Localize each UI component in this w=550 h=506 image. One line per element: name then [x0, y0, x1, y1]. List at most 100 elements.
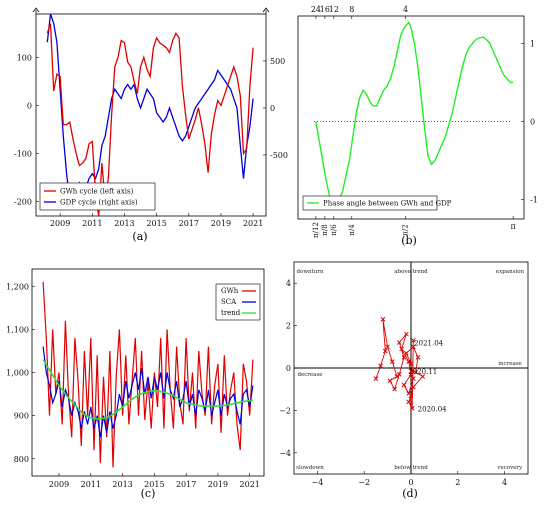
panel-d-x-tick-label: 4: [502, 478, 507, 487]
panel-d-quadrant-label: expansion: [496, 269, 525, 275]
panel-d-point-marker: [408, 361, 414, 367]
panel-d-point-marker: [392, 386, 397, 392]
panel-b-y-tick-label: -1: [530, 195, 538, 204]
panel-d-y-tick-label: −2: [279, 406, 291, 415]
panel-d-ticks: −4 −2 0 2 4 −4 −2 0 2 4: [279, 279, 507, 487]
panel-d-point-marker: [378, 363, 383, 369]
panel-d-y-tick-label: 4: [286, 279, 291, 288]
panel-a-x-tick-label: 2019: [211, 219, 231, 228]
panel-c-x-tick-label: 2021: [240, 480, 260, 489]
panel-d-point-marker: [382, 348, 388, 354]
panel-b-top-tick-label: 16: [320, 5, 330, 14]
panel-d-point-marker: [413, 369, 419, 375]
panel-c-legend: GWh SCA trend: [215, 283, 261, 321]
panel-d-x-tick-label: 2: [455, 478, 460, 487]
panel-b-series: [315, 20, 513, 205]
panel-d-x-tick-label: −2: [358, 478, 370, 487]
panel-a-left-axis-arrow: [32, 7, 40, 14]
panel-d-annotations: 2021.04 2020.11 2020.04: [408, 340, 447, 414]
panel-c-y-tick-label: 1,000: [6, 369, 29, 378]
panel-a-label: (a): [132, 230, 147, 243]
panel-c-series: [42, 281, 254, 468]
panel-b-x-tick-label: π/8: [321, 224, 329, 235]
panel-b-x-tick-label: π/6: [330, 224, 338, 236]
panel-b-x-tick-label: π/4: [348, 224, 356, 236]
panel-d-quadrant-label: below trend: [394, 465, 428, 471]
panel-d-y-tick-label: 2: [286, 322, 291, 331]
panel-a-right-tick-label: -500: [270, 151, 288, 160]
panel-a-series-gwh-line: [46, 23, 254, 216]
panel-d-point-marker: [401, 382, 407, 388]
panel-b-top-tick-label: 8: [349, 5, 354, 14]
panel-d-point-marker: [403, 350, 409, 356]
panel-a-x-tick-label: 2021: [243, 219, 263, 228]
panel-d-point-marker: [401, 355, 407, 360]
panel-d-point-marker: [399, 346, 404, 352]
panel-b-top-tick-label: 4: [403, 5, 408, 14]
panel-d-point-marker: [409, 405, 415, 411]
panel-d-quadrant-label: decrease: [297, 372, 322, 378]
panel-d-y-tick-label: −4: [279, 449, 291, 458]
panel-d-point-marker: [380, 316, 386, 322]
panel-d-quadrant-label: increase: [498, 361, 522, 367]
panel-c-series-trend-line: [42, 359, 253, 420]
panel-d-x-tick-label: −4: [312, 478, 324, 487]
panel-a-left-tick-label: -100: [14, 149, 32, 158]
panel-c-y-tick-label: 800: [14, 455, 29, 464]
panel-c-y-tick-label: 900: [14, 412, 29, 421]
panel-b-top-tick-label: 24: [311, 5, 321, 14]
panel-d-point-marker: [415, 355, 421, 360]
panel-c-x-tick-label: 2017: [176, 480, 196, 489]
panel-d-point-marker: [420, 374, 426, 379]
panel-d-point-marker: [389, 359, 395, 364]
panel-b-top-tick-label: 12: [329, 5, 339, 14]
panel-b-y-tick-label: 0: [530, 117, 535, 126]
panel-d-x-tick-label: 0: [408, 478, 413, 487]
panel-d-quadrant-label: downturn: [296, 269, 323, 275]
panel-b-legend: Phase angle between GWh and GDP: [302, 195, 452, 211]
panel-c-x-tick-label: 2011: [81, 480, 101, 489]
panel-a-legend-label-gdp: GDP cycle (right axis): [60, 199, 138, 207]
panel-b-legend-box: [302, 195, 438, 211]
panel-a-x-tick-label: 2011: [82, 219, 102, 228]
panel-d-point-marker: [387, 378, 393, 384]
panel-a-left-tick-label: -200: [14, 198, 32, 207]
panel-d-quadrant-label: above trend: [394, 269, 428, 275]
panel-c-y-tick-label: 1,200: [6, 282, 29, 291]
panel-a-x-tick-label: 2017: [179, 219, 199, 228]
panel-a-ticks: 2009 2011 2013 2015 2017 2019 2021 -200 -100 0 100…: [14, 53, 288, 228]
panel-a-right-tick-label: 0: [270, 104, 275, 113]
panel-b-x-tick-label: π: [511, 222, 516, 231]
panel-d-y-tick-label: 0: [286, 364, 291, 373]
panel-b-legend-label: Phase angle between GWh and GDP: [323, 200, 452, 208]
panel-d-annotation: 2020.11: [408, 368, 437, 376]
panel-b-x-tick-label: π/2: [402, 224, 410, 235]
panel-c-legend-label-trend: trend: [221, 309, 241, 317]
panel-c-legend-label-sca: SCA: [221, 298, 237, 306]
panel-a: 2009 2011 2013 2015 2017 2019 2021 -200 -100 0 100…: [14, 7, 288, 243]
panel-d-point-marker: [396, 340, 402, 345]
panel-d: −4 −2 0 2 4 −4 −2 0 2 4 downturn above trend expans…: [279, 261, 529, 500]
panel-d-path-line: [375, 319, 424, 411]
panel-d-annotation: 2021.04: [414, 340, 443, 348]
panel-d-label: (d): [402, 487, 418, 500]
panel-d-point-marker: [408, 393, 414, 398]
panel-a-legend-label-gwh: GWh cycle (left axis): [60, 188, 134, 196]
panel-a-plot-frame: [35, 13, 267, 217]
panel-d-point-marker: [408, 372, 414, 377]
panel-d-quadrant-labels: downturn above trend expansion decrease incr…: [296, 269, 524, 471]
panel-a-legend-box: [39, 182, 156, 211]
panel-c-series-sca-line: [42, 346, 254, 438]
panel-c-label: (c): [141, 487, 156, 500]
panel-d-point-marker: [373, 376, 379, 381]
panel-d-quadrant-label: slowdown: [296, 465, 324, 471]
panel-c-x-tick-label: 2019: [208, 480, 228, 489]
panel-a-legend: GWh cycle (left axis) GDP cycle (right a…: [39, 182, 156, 211]
panel-d-quadrant-label: recovery: [498, 465, 523, 471]
panel-b-label: (b): [401, 234, 417, 247]
panel-c-x-tick-label: 2015: [144, 480, 164, 489]
panel-a-left-tick-label: 100: [17, 53, 32, 62]
